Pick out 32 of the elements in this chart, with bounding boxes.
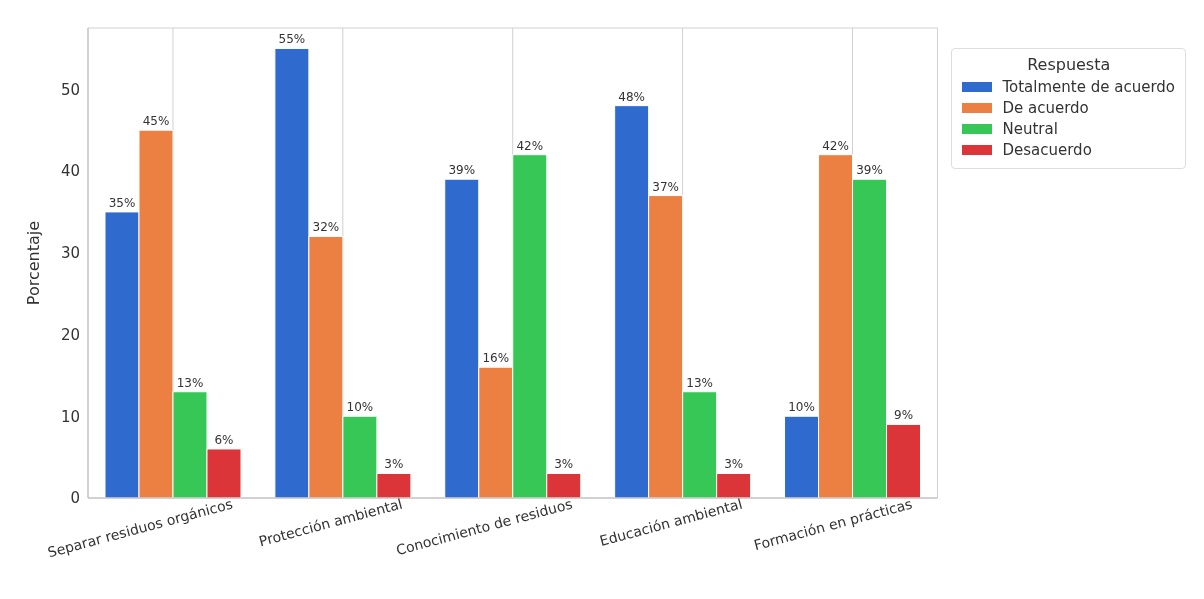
data-label: 3% <box>554 457 574 472</box>
data-label: 45% <box>142 114 170 129</box>
data-label: 42% <box>516 138 544 153</box>
data-label: 55% <box>278 32 306 47</box>
legend-label: Desacuerdo <box>1002 141 1092 159</box>
data-label: 16% <box>482 351 510 366</box>
data-label: 13% <box>176 375 204 390</box>
y-tick-label: 40 <box>60 162 80 181</box>
data-label: 39% <box>856 163 883 178</box>
data-label: 6% <box>214 432 234 447</box>
data-label: 13% <box>686 375 713 390</box>
data-label: 48% <box>618 89 645 104</box>
legend-label: Neutral <box>1002 120 1058 138</box>
data-label: 37% <box>652 179 679 194</box>
data-label: 3% <box>724 457 744 472</box>
legend-label: De acuerdo <box>1002 99 1089 117</box>
data-label: 10% <box>346 400 374 415</box>
data-label: 3% <box>384 457 404 472</box>
data-label: 42% <box>822 138 849 153</box>
data-label: 35% <box>108 195 136 210</box>
y-tick-label: 50 <box>60 80 80 99</box>
data-label: 9% <box>894 408 914 423</box>
y-tick-label: 30 <box>60 244 80 263</box>
data-label: 32% <box>312 220 340 235</box>
y-tick-label: 0 <box>70 489 80 508</box>
y-tick-label: 20 <box>60 325 80 344</box>
y-axis-title: Porcentaje <box>23 220 43 306</box>
y-tick-label: 10 <box>60 407 80 426</box>
legend-title: Respuesta <box>1026 55 1112 74</box>
data-label: 39% <box>448 163 476 178</box>
data-label: 10% <box>788 400 815 415</box>
legend-label: Totalmente de acuerdo <box>1002 78 1175 96</box>
